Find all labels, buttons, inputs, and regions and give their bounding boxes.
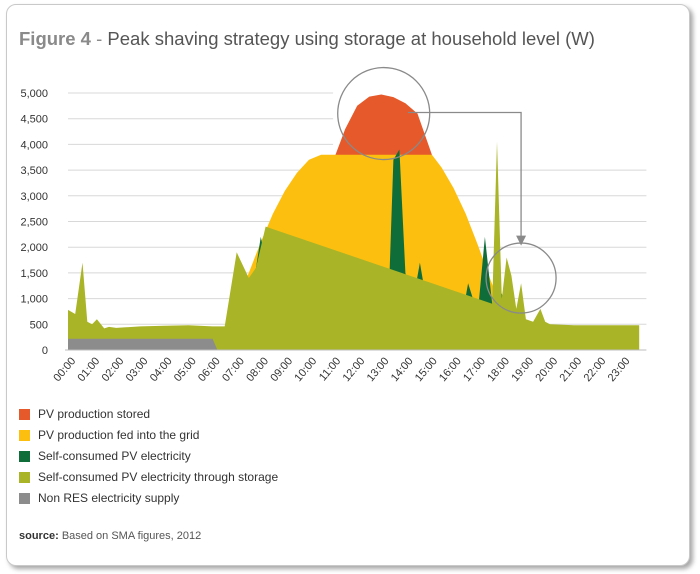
x-tick-label: 12:00 (341, 355, 368, 384)
x-tick-label: 05:00 (172, 355, 199, 384)
y-tick-label: 500 (30, 319, 48, 331)
title-text: Peak shaving strategy using storage at h… (107, 28, 595, 49)
x-tick-label: 23:00 (606, 355, 633, 384)
x-tick-label: 18:00 (485, 355, 512, 384)
legend-swatch-fed-into-grid (19, 430, 30, 441)
x-tick-label: 07:00 (220, 355, 247, 384)
source-text: Based on SMA figures, 2012 (61, 530, 202, 542)
x-tick-label: 16:00 (437, 355, 464, 384)
x-tick-label: 00:00 (51, 355, 78, 384)
legend-swatch-self-consumed (19, 451, 30, 462)
x-tick-label: 22:00 (582, 355, 609, 384)
figure-number: Figure 4 (19, 28, 91, 49)
x-tick-label: 14:00 (389, 355, 416, 384)
legend-label-non-res: Non RES electricity supply (38, 491, 180, 505)
area-series (68, 94, 640, 350)
title-separator: - (96, 28, 103, 49)
legend-swatch-non-res (19, 493, 30, 504)
y-tick-label: 3,000 (20, 191, 48, 203)
x-tick-label: 09:00 (268, 355, 295, 384)
y-tick-label: 5,000 (20, 88, 48, 100)
y-tick-label: 2,000 (20, 242, 48, 254)
chart-title: Figure 4 - Peak shaving strategy using s… (19, 28, 595, 50)
y-tick-label: 4,000 (20, 139, 48, 151)
x-tick-label: 01:00 (76, 355, 103, 384)
source-note: source: Based on SMA figures, 2012 (19, 530, 201, 542)
x-tick-label: 04:00 (148, 355, 175, 384)
x-tick-label: 06:00 (196, 355, 223, 384)
x-tick-label: 13:00 (365, 355, 392, 384)
x-tick-label: 08:00 (244, 355, 271, 384)
x-tick-label: 10:00 (292, 355, 319, 384)
annotations (337, 66, 557, 314)
legend-swatch-through-storage (19, 472, 30, 483)
x-tick-label: 02:00 (100, 355, 127, 384)
x-tick-label: 03:00 (124, 355, 151, 384)
storage-shift-arrow-line (407, 111, 522, 237)
y-tick-label: 4,500 (20, 114, 48, 126)
legend-label-fed-into-grid: PV production fed into the grid (38, 428, 200, 442)
legend-label-stored: PV production stored (38, 407, 151, 421)
peak-shaving-chart: 0 500 1,000 1,500 2,000 2,500 3,000 3,500 4,000 4… (20, 66, 647, 384)
y-tick-label: 3,500 (20, 165, 48, 177)
x-tick-label: 15:00 (413, 355, 440, 384)
legend-swatch-stored (19, 409, 30, 420)
x-tick-label: 17:00 (461, 355, 488, 384)
y-tick-label: 2,500 (20, 217, 48, 229)
x-tick-label: 20:00 (533, 355, 560, 384)
peak-highlight-circle (337, 66, 431, 161)
series-area-through-storage (68, 141, 640, 350)
x-tick-label: 21:00 (558, 355, 585, 384)
legend-label-through-storage: Self-consumed PV electricity through sto… (38, 470, 279, 484)
y-tick-label: 1,500 (20, 268, 48, 280)
legend-label-self-consumed: Self-consumed PV electricity (38, 449, 191, 463)
source-label: source: (19, 530, 59, 542)
y-tick-label: 1,000 (20, 294, 48, 306)
series-area-non-res (68, 338, 218, 350)
storage-shift-arrow-head (516, 235, 527, 246)
x-tick-label: 19:00 (509, 355, 536, 384)
y-tick-label: 0 (42, 345, 48, 357)
x-tick-label: 11:00 (317, 355, 343, 383)
